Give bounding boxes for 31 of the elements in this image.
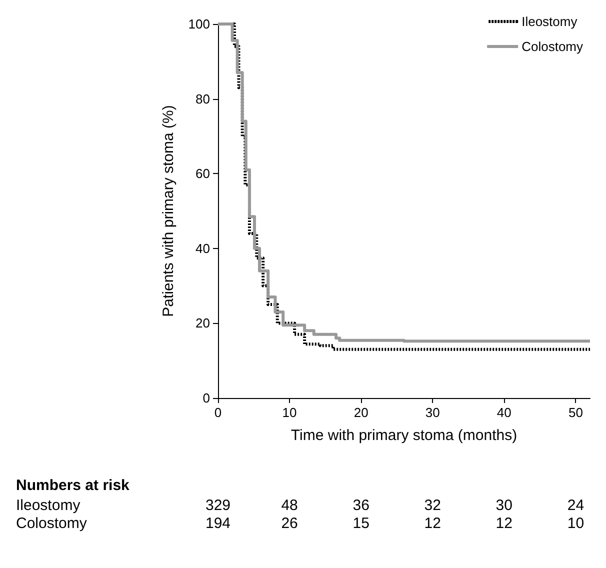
text: 30 [496, 497, 512, 514]
x-tick-label: 10 [282, 405, 297, 420]
text: 12 [424, 515, 441, 532]
text: Numbers at risk [16, 477, 130, 494]
text: Ileostomy [16, 497, 81, 514]
x-tick-label: 50 [568, 405, 583, 420]
text: 26 [281, 515, 298, 532]
legend-label: Colostomy [522, 39, 584, 54]
y-tick-label: 100 [188, 16, 210, 32]
y-tick-label: 20 [196, 316, 210, 331]
y-tick-label: 40 [196, 240, 210, 256]
x-tick-label: 40 [496, 405, 512, 420]
text: 12 [496, 515, 512, 532]
text: Colostomy [16, 515, 88, 532]
text: 48 [281, 497, 298, 514]
text: 24 [567, 497, 584, 514]
text: 10 [567, 515, 584, 532]
x-tick-label: 20 [354, 405, 368, 420]
text: 36 [352, 497, 370, 514]
y-tick-label: 0 [202, 390, 210, 406]
x-tick-label: 30 [425, 405, 440, 420]
text: 194 [205, 515, 231, 532]
x-tick-label: 0 [214, 405, 222, 420]
text: 32 [424, 497, 441, 514]
text: 15 [352, 515, 370, 532]
text: 329 [205, 497, 231, 514]
y-axis-title: Patients with primary stoma (%) [160, 105, 177, 317]
y-tick-label: 80 [196, 91, 210, 106]
legend-label: Ileostomy [522, 14, 578, 29]
y-tick-label: 60 [196, 166, 210, 182]
x-axis-title: Time with primary stoma (months) [290, 427, 518, 444]
